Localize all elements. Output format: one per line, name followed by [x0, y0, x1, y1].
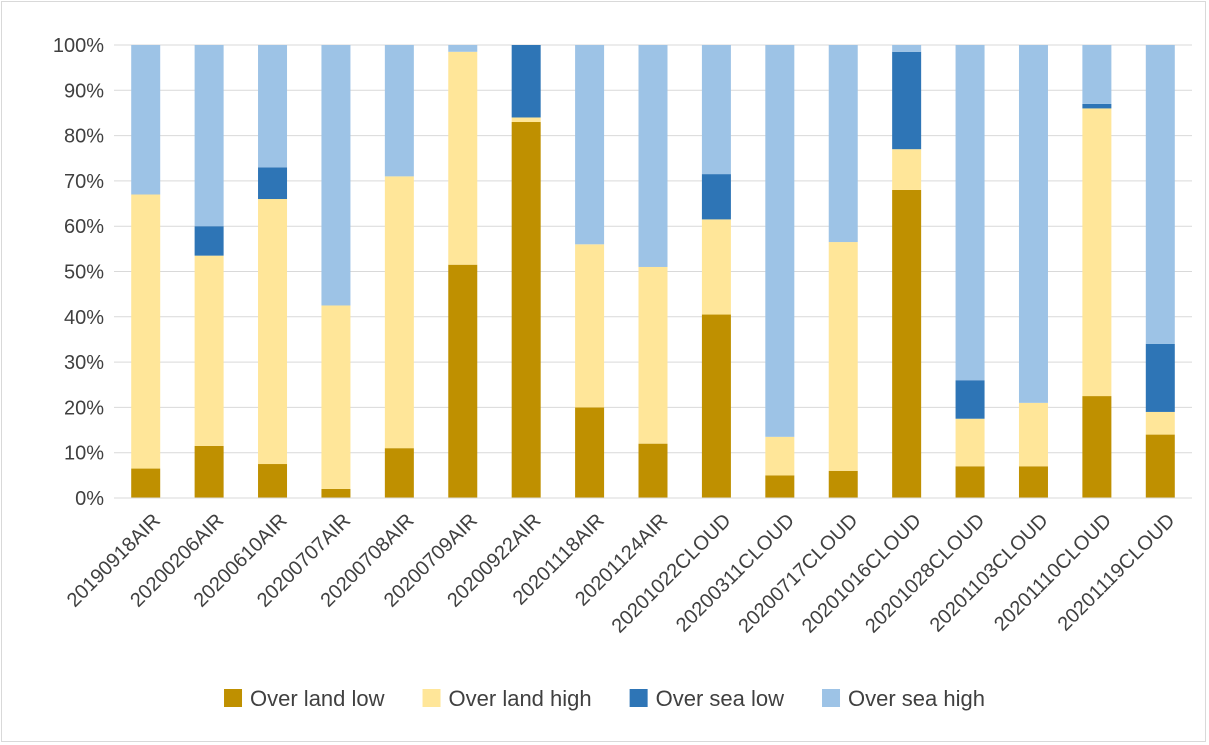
y-tick-label: 100%: [53, 35, 104, 57]
bar-over-land-low-20200311cloud: [765, 475, 795, 498]
bar-over-sea-low-20201028cloud: [955, 380, 985, 419]
bar-over-land-high-20200206air: [194, 255, 224, 446]
bar-over-sea-low-20201119cloud: [1145, 343, 1175, 412]
legend-label: Over sea low: [656, 686, 784, 711]
legend-swatch: [822, 689, 841, 707]
bar-over-land-low-20201119cloud: [1145, 434, 1175, 498]
x-tick-label: 20200717CLOUD: [734, 510, 862, 638]
bar-over-sea-high-20201110cloud: [1082, 45, 1112, 104]
bar-over-sea-high-20201118air: [575, 45, 605, 245]
bar-over-sea-high-20201119cloud: [1145, 45, 1175, 344]
bar-over-sea-low-20201022cloud: [701, 174, 731, 220]
bar-over-land-high-20201022cloud: [701, 219, 731, 315]
x-tick-label: 20201110CLOUD: [990, 510, 1116, 636]
bar-over-sea-low-20200610air: [258, 167, 288, 200]
legend-item-over-sea-low: Over sea low: [629, 686, 784, 711]
bar-over-land-low-20201103cloud: [1018, 466, 1048, 498]
x-tick-label: 20201028CLOUD: [861, 510, 989, 638]
bar-over-land-low-20201028cloud: [955, 466, 985, 498]
legend: Over land low Over land high Over sea low O…: [224, 686, 985, 711]
y-tick-label: 80%: [64, 126, 104, 148]
x-tick-label: 20201103CLOUD: [926, 510, 1053, 637]
bar-over-land-high-20201118air: [575, 244, 605, 408]
bar-over-sea-high-20201124air: [638, 45, 668, 267]
bar-over-land-low-20201016cloud: [892, 189, 922, 498]
legend-label: Over sea high: [848, 686, 985, 711]
x-tick-label: 20201119CLOUD: [1054, 510, 1180, 636]
bar-over-sea-high-20200717cloud: [828, 45, 858, 243]
bar-over-sea-low-20201016cloud: [892, 51, 922, 150]
bar-over-sea-high-20201016cloud: [892, 45, 922, 52]
bar-over-land-low-20201118air: [575, 407, 605, 498]
bar-over-land-high-20200610air: [258, 199, 288, 465]
bar-over-land-high-20200922air: [511, 117, 541, 123]
bars: [131, 45, 1175, 498]
bar-over-land-high-20200709air: [448, 51, 478, 265]
legend-swatch: [224, 689, 243, 707]
bar-over-sea-high-20201022cloud: [701, 45, 731, 175]
bar-over-land-low-20201022cloud: [701, 314, 731, 498]
bar-over-sea-high-20200311cloud: [765, 45, 795, 437]
bar-over-land-high-20201119cloud: [1145, 411, 1175, 435]
y-tick-label: 70%: [64, 171, 104, 193]
bar-over-sea-low-20201110cloud: [1082, 103, 1112, 109]
bar-over-land-low-20200707air: [321, 488, 351, 498]
y-tick-label: 10%: [64, 443, 104, 465]
y-tick-label: 50%: [64, 262, 104, 284]
bar-over-sea-high-20200610air: [258, 45, 288, 168]
bar-over-land-low-20200717cloud: [828, 470, 858, 498]
bar-over-land-low-20200206air: [194, 445, 224, 498]
y-tick-label: 60%: [64, 216, 104, 238]
bar-over-land-high-20190918air: [131, 194, 161, 469]
bar-over-land-high-20200717cloud: [828, 242, 858, 471]
bar-over-land-high-20201028cloud: [955, 418, 985, 467]
bar-over-land-high-20201124air: [638, 266, 668, 444]
bar-over-land-low-20190918air: [131, 468, 161, 498]
bar-over-sea-high-20201028cloud: [955, 45, 985, 381]
bar-over-land-high-20201110cloud: [1082, 108, 1112, 397]
legend-swatch: [629, 689, 648, 707]
y-tick-label: 0%: [75, 488, 104, 510]
bar-over-land-high-20200707air: [321, 305, 351, 489]
y-tick-label: 40%: [64, 307, 104, 329]
y-tick-label: 90%: [64, 80, 104, 102]
bar-over-sea-low-20200922air: [511, 45, 541, 118]
bar-over-land-low-20200708air: [384, 448, 414, 498]
y-tick-label: 30%: [64, 352, 104, 374]
x-tick-label: 20200311CLOUD: [672, 510, 799, 637]
legend-item-over-land-high: Over land high: [422, 686, 592, 711]
x-tick-label: 20201016CLOUD: [798, 510, 926, 638]
bar-over-sea-high-20200206air: [194, 45, 224, 227]
bar-over-sea-high-20200707air: [321, 45, 351, 306]
legend-item-over-sea-high: Over sea high: [822, 686, 985, 711]
bar-over-land-low-20201124air: [638, 443, 668, 498]
bar-over-land-low-20200922air: [511, 122, 541, 498]
bar-over-sea-high-20200708air: [384, 45, 414, 177]
legend-label: Over land high: [449, 686, 592, 711]
legend-label: Over land low: [250, 686, 385, 711]
y-tick-label: 20%: [64, 397, 104, 419]
bar-over-sea-high-20200709air: [448, 45, 478, 52]
bar-over-land-low-20200709air: [448, 264, 478, 498]
bar-over-land-low-20200610air: [258, 464, 288, 498]
x-tick-label: 20201022CLOUD: [608, 510, 736, 638]
bar-over-land-high-20200708air: [384, 176, 414, 449]
bar-over-sea-high-20190918air: [131, 45, 161, 195]
bar-over-land-high-20201016cloud: [892, 149, 922, 190]
bar-over-sea-low-20200206air: [194, 226, 224, 256]
bar-over-land-high-20200311cloud: [765, 436, 795, 476]
bar-over-land-low-20201110cloud: [1082, 396, 1112, 498]
x-axis-ticks: 20190918AIR20200206AIR20200610AIR2020070…: [63, 510, 1180, 638]
legend-item-over-land-low: Over land low: [224, 686, 385, 711]
bar-over-land-high-20201103cloud: [1018, 402, 1048, 467]
y-axis-ticks: 0% 10% 20% 30% 40% 50% 60% 70% 80% 90% 100%: [53, 35, 104, 510]
legend-swatch: [422, 689, 441, 707]
bar-over-sea-high-20201103cloud: [1018, 45, 1048, 403]
